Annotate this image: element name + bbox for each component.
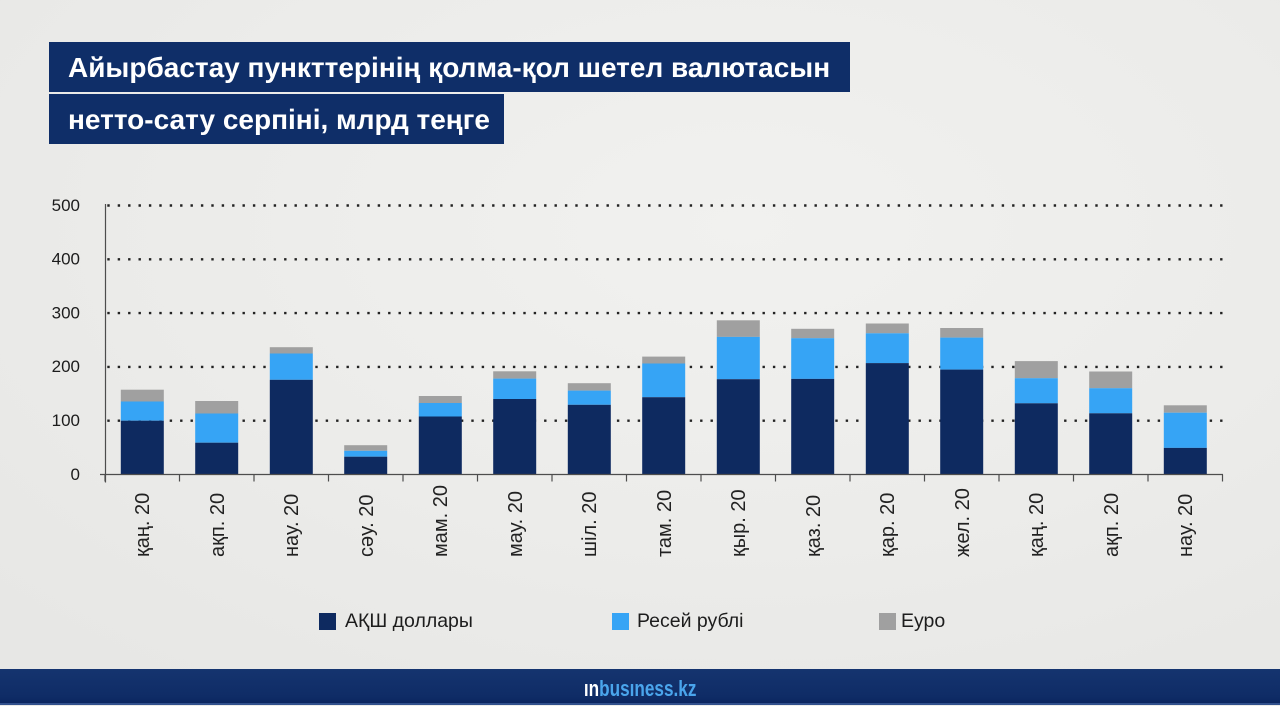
svg-text:там. 20: там. 20 xyxy=(654,490,676,557)
svg-text:шіл. 20: шіл. 20 xyxy=(579,491,601,557)
svg-text:300: 300 xyxy=(52,303,80,322)
svg-text:ақп. 20: ақп. 20 xyxy=(207,493,229,557)
svg-text:қаң. 20: қаң. 20 xyxy=(1026,493,1048,557)
svg-text:мау. 20: мау. 20 xyxy=(505,491,527,557)
svg-text:200: 200 xyxy=(52,357,80,376)
svg-text:ақп. 20: ақп. 20 xyxy=(1101,493,1123,557)
svg-text:400: 400 xyxy=(52,250,80,269)
svg-text:мам. 20: мам. 20 xyxy=(430,485,452,557)
svg-text:жел. 20: жел. 20 xyxy=(952,488,974,557)
svg-text:0: 0 xyxy=(71,465,80,484)
svg-text:қыр. 20: қыр. 20 xyxy=(728,489,750,557)
svg-text:нау. 20: нау. 20 xyxy=(281,494,303,557)
svg-text:нау. 20: нау. 20 xyxy=(1175,494,1197,557)
svg-text:сәу. 20: сәу. 20 xyxy=(356,495,378,557)
svg-text:100: 100 xyxy=(52,411,80,430)
svg-text:қаз. 20: қаз. 20 xyxy=(803,495,825,557)
svg-text:қаң. 20: қаң. 20 xyxy=(132,493,154,557)
svg-text:500: 500 xyxy=(52,196,80,215)
svg-text:қар. 20: қар. 20 xyxy=(877,493,899,557)
